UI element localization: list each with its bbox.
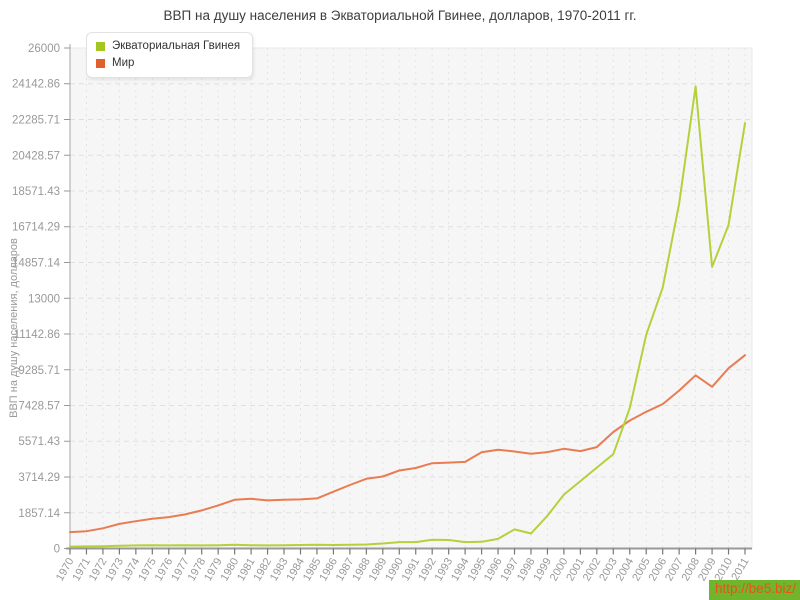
- y-tick-label: 3714.29: [18, 472, 60, 484]
- y-tick-label: 26000: [28, 43, 60, 55]
- legend-label: Экваториальная Гвинея: [112, 40, 241, 52]
- y-tick-label: 14857.14: [12, 258, 61, 270]
- y-tick-label: 13000: [28, 293, 60, 305]
- series-line-equatorial-guinea: [69, 85, 746, 548]
- y-tick-label: 16714.29: [12, 222, 60, 234]
- y-tick-label: 20428.57: [12, 150, 60, 162]
- y-tick-label: 11142.86: [14, 329, 60, 341]
- y-tick-label: 9285.71: [18, 365, 60, 377]
- y-tick-label: 0: [54, 544, 60, 556]
- y-tick-label: 7428.57: [18, 401, 60, 413]
- y-tick-label: 24142.86: [12, 79, 60, 91]
- series-line-world: [69, 354, 746, 534]
- y-tick-label: 5571.43: [18, 436, 60, 448]
- y-tick-label: 22285.71: [12, 115, 60, 127]
- x-tick-label: 2011: [729, 556, 751, 582]
- watermark-link[interactable]: http://be5.biz/: [708, 580, 800, 600]
- y-tick-label: 1857.14: [18, 508, 60, 520]
- legend-swatch-orange-icon: [96, 59, 105, 68]
- legend: Экваториальная Гвинея Мир: [86, 32, 254, 78]
- legend-label: Мир: [112, 57, 135, 69]
- legend-item-world: Мир: [96, 55, 240, 72]
- y-tick-label: 18571.43: [12, 186, 60, 198]
- chart-title: ВВП на душу населения в Экваториальной Г…: [163, 8, 637, 23]
- legend-item-equatorial-guinea: Экваториальная Гвинея: [96, 38, 240, 55]
- legend-swatch-green-icon: [96, 42, 105, 51]
